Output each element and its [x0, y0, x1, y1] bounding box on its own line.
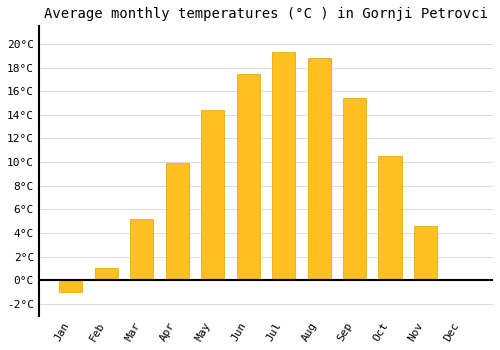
Bar [272, 52, 295, 280]
Bar [166, 163, 189, 280]
Bar [201, 110, 224, 280]
Bar [308, 58, 330, 280]
Bar [236, 74, 260, 280]
Bar [130, 219, 154, 280]
Bar [95, 268, 118, 280]
Title: Average monthly temperatures (°C ) in Gornji Petrovci: Average monthly temperatures (°C ) in Go… [44, 7, 488, 21]
Bar [378, 156, 402, 280]
Bar [414, 226, 437, 280]
Bar [60, 280, 82, 292]
Bar [343, 98, 366, 280]
